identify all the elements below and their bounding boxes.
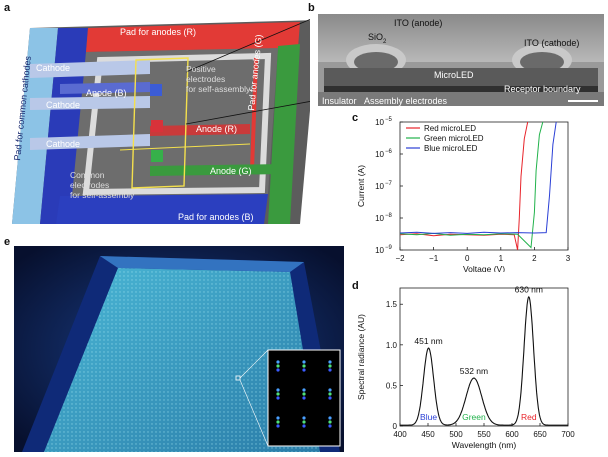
cathode-label-1: Cathode [36,63,71,73]
panel-d-spectrum-chart: 400 450 500 550 600 650 700 0 0.5 1.0 1.5 Wavelengt… [356,285,575,450]
panel-b-letter: b [308,2,315,14]
chart-d-ytick-label: 1.0 [386,341,398,350]
anode-g-label: Anode (G) [210,166,252,176]
chart-c-xtick-label: 3 [566,254,571,263]
anode-b-pad [56,194,268,224]
chart-d-ytick-label: 0.5 [386,381,398,390]
chart-d-ylabel: Spectral radiance (AU) [356,314,366,400]
chart-c-xtick-label: 1 [499,254,504,263]
chart-d-color-label: Blue [420,412,437,422]
panel-e-letter: e [4,236,11,248]
chart-c-legend-label: Blue microLED [424,144,478,153]
cathode-label-3: Cathode [46,139,81,149]
cathode-label-2: Cathode [46,100,81,110]
common-electrodes-label: Common electrodes for self-assembly [70,170,135,200]
panel-d-letter: d [352,280,359,292]
chart-c-ytick-label: 10 [375,150,384,159]
chart-c-legend-label: Green microLED [424,134,484,143]
sio2-label: SiO2 [368,32,387,45]
chart-d-xtick-label: 500 [449,430,463,439]
chart-d-color-label: Red [521,412,537,422]
chart-d-xtick-label: 650 [533,430,547,439]
chart-c-ytick-exponent: −9 [385,245,393,251]
panel-a-device-schematic [12,18,310,224]
insulator-label: Insulator [322,96,357,106]
anode-b-label: Anode (B) [86,88,127,98]
microled-label: MicroLED [434,70,474,80]
chart-c-ytick-label: 10 [375,182,384,191]
assembly-electrodes-label: Assembly electrodes [364,96,448,106]
chart-d-peak-label: 630 nm [515,285,543,295]
chart-c-ytick-label: 10 [375,214,384,223]
ito-anode-label: ITO (anode) [394,18,443,28]
chart-c-ytick-exponent: −8 [385,213,393,219]
chart-c-ytick-label: 10 [375,246,384,255]
anode-r-label: Anode (R) [196,124,238,134]
chart-d-color-label: Green [462,412,486,422]
sio2-subscript: 2 [383,38,387,45]
chart-c-series-line [399,121,557,234]
chart-c-xtick-label: 0 [465,254,470,263]
chart-d-peak-label: 451 nm [414,336,442,346]
chart-c-xlabel: Voltage (V) [463,264,505,272]
chart-c-legend-label: Red microLED [424,124,476,133]
pad-anodes-r-label: Pad for anodes (R) [120,27,197,37]
chart-d-ytick-label: 1.5 [386,300,398,309]
chart-d-spectrum-line [400,295,568,426]
chart-c-xtick-label: 2 [532,254,537,263]
pad-anodes-b-label: Pad for anodes (B) [178,212,254,222]
chart-d-xtick-label: 400 [393,430,407,439]
chart-d-ytick-label: 0 [393,422,398,431]
chart-d-xtick-label: 600 [505,430,519,439]
chart-d-xtick-label: 700 [561,430,575,439]
chart-d-xlabel: Wavelength (nm) [452,440,517,450]
positive-electrodes-label: Positive electrodes for self-assembly [186,64,251,94]
chart-c-xtick-label: −2 [395,254,405,263]
chart-c-ytick-exponent: −5 [385,117,393,123]
ito-cathode-label: ITO (cathode) [524,38,580,48]
chart-d-xtick-label: 450 [421,430,435,439]
chart-d-peak-label: 532 nm [460,366,488,376]
panel-e-display-photo [14,246,344,452]
receptor-boundary-label: Receptor boundary [504,84,581,94]
chart-d-xtick-label: 550 [477,430,491,439]
chart-c-xtick-label: −1 [429,254,439,263]
panel-a-letter: a [4,2,11,14]
chart-c-ylabel: Current (A) [356,165,366,207]
panel-c-letter: c [352,112,359,124]
chart-c-ytick-label: 10 [375,118,384,127]
chart-c-ytick-exponent: −6 [385,149,393,155]
anode-r-pad [86,22,300,52]
chart-c-ytick-exponent: −7 [385,181,393,187]
anode-g-pad [268,44,300,224]
panel-b-sem-image [318,14,604,106]
